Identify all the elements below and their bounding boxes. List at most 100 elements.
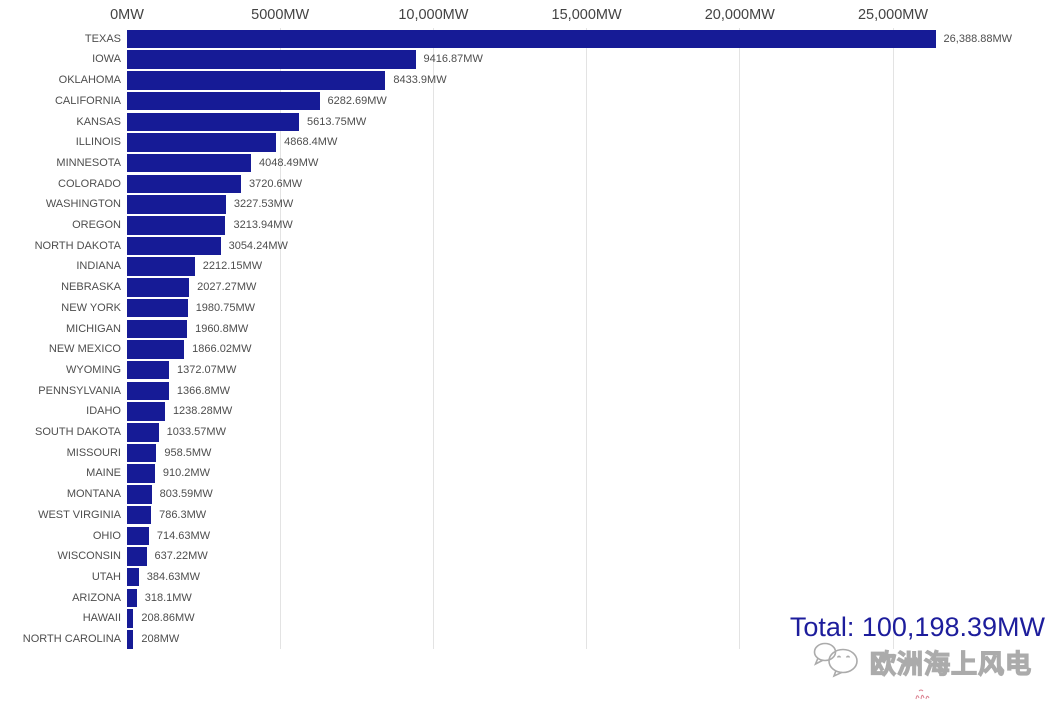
state-label: MINNESOTA (56, 156, 121, 169)
state-label: MONTANA (66, 488, 121, 501)
total-label: Total: 100,198.39MW (789, 612, 1045, 642)
capacity-bar (127, 195, 226, 214)
gridline (892, 28, 894, 649)
value-label: 208MW (141, 633, 180, 645)
wechat-icon (812, 641, 864, 684)
watermark: 欧洲海上风电 (812, 641, 1032, 684)
state-label: OREGON (72, 219, 121, 231)
capacity-bar (127, 236, 221, 256)
capacity-bar (127, 257, 195, 276)
capacity-bar (127, 547, 147, 566)
state-label: UTAH (91, 570, 121, 583)
value-label: 4048.49MW (259, 156, 319, 169)
state-label: NORTH CAROLINA (22, 633, 121, 645)
state-label: ARIZONA (72, 591, 121, 604)
state-label: SOUTH DAKOTA (35, 426, 121, 438)
red-logo-fragment (910, 687, 938, 704)
capacity-bar (127, 91, 320, 111)
gridline (279, 28, 281, 649)
state-label: OHIO (92, 529, 121, 542)
x-axis-tick-label: 0MW (110, 7, 144, 23)
capacity-bar (127, 278, 190, 297)
value-label: 3227.53MW (233, 198, 294, 211)
value-label: 3054.24MW (228, 239, 288, 252)
state-label: COLORADO (58, 177, 121, 190)
value-label: 4868.4MW (284, 136, 338, 149)
value-label: 1866.02MW (192, 343, 252, 356)
capacity-bar (127, 298, 188, 318)
value-label: 910.2MW (162, 467, 210, 480)
value-label: 803.59MW (159, 488, 213, 501)
x-axis-tick-label: 20,000MW (704, 7, 775, 23)
value-label: 2027.27MW (197, 281, 257, 294)
capacity-bar (127, 526, 149, 545)
capacity-bar (127, 153, 252, 173)
value-label: 1980.75MW (195, 301, 255, 314)
capacity-bar (127, 402, 165, 421)
value-label: 6282.69MW (327, 94, 387, 107)
value-label: 2212.15MW (202, 260, 263, 273)
capacity-bar (127, 588, 137, 608)
capacity-bar (127, 133, 277, 152)
capacity-bar (127, 216, 226, 235)
value-label: 5613.75MW (307, 115, 367, 128)
value-label: 1366.8MW (176, 384, 231, 397)
capacity-bar (127, 609, 134, 628)
capacity-bar (127, 50, 416, 69)
value-label: 1033.57MW (166, 426, 226, 438)
gridline (432, 28, 434, 649)
state-label: NEW MEXICO (48, 343, 121, 356)
value-label: 8433.9MW (393, 74, 447, 87)
state-label: MAINE (86, 467, 121, 480)
capacity-bar (127, 443, 157, 463)
value-label: 9416.87MW (423, 53, 483, 66)
value-label: 3213.94MW (233, 219, 293, 231)
x-axis-tick-label: 5000MW (251, 7, 310, 23)
state-label: NORTH DAKOTA (34, 239, 121, 252)
gridline (739, 28, 741, 649)
capacity-bar (127, 340, 185, 359)
capacity-bar (127, 174, 241, 194)
state-label: KANSAS (76, 115, 121, 128)
value-label: 1372.07MW (177, 363, 237, 376)
value-label: 26,388.88MW (943, 32, 1013, 45)
x-axis-tick-label: 10,000MW (398, 7, 469, 23)
state-label: IDAHO (86, 405, 121, 418)
capacity-bar (127, 485, 152, 504)
state-label: MICHIGAN (66, 322, 121, 335)
state-label: ILLINOIS (75, 136, 121, 149)
state-label: WYOMING (66, 363, 121, 376)
value-label: 714.63MW (156, 529, 211, 542)
value-label: 208.86MW (141, 612, 195, 625)
state-label: HAWAII (82, 612, 121, 625)
state-label: IOWA (92, 53, 121, 66)
x-axis-tick-label: 25,000MW (857, 7, 929, 23)
capacity-bar (127, 112, 299, 131)
capacity-bar (127, 464, 155, 483)
capacity-bar (127, 29, 936, 49)
capacity-bar (127, 423, 159, 442)
value-label: 318.1MW (144, 591, 192, 604)
capacity-bar (127, 567, 139, 587)
capacity-bar (127, 71, 386, 90)
watermark-text: 欧洲海上风电 (869, 648, 1033, 679)
value-label: 637.22MW (154, 550, 208, 563)
state-label: CALIFORNIA (54, 94, 121, 107)
state-label: WASHINGTON (45, 198, 121, 211)
capacity-bar (127, 381, 169, 401)
state-label: OKLAHOMA (58, 74, 121, 87)
value-label: 3720.6MW (248, 177, 303, 190)
value-label: 786.3MW (159, 508, 207, 521)
capacity-bar (127, 360, 170, 380)
capacity-bar (127, 319, 188, 338)
state-label: WISCONSIN (57, 550, 121, 563)
value-label: 958.5MW (164, 446, 212, 459)
value-label: 1238.28MW (172, 405, 233, 418)
capacity-bar (127, 630, 134, 649)
capacity-bar (127, 505, 152, 525)
gridline (586, 28, 588, 649)
state-label: NEBRASKA (61, 281, 121, 294)
state-label: PENNSYLVANIA (38, 384, 121, 397)
x-axis-tick-label: 15,000MW (551, 7, 622, 23)
